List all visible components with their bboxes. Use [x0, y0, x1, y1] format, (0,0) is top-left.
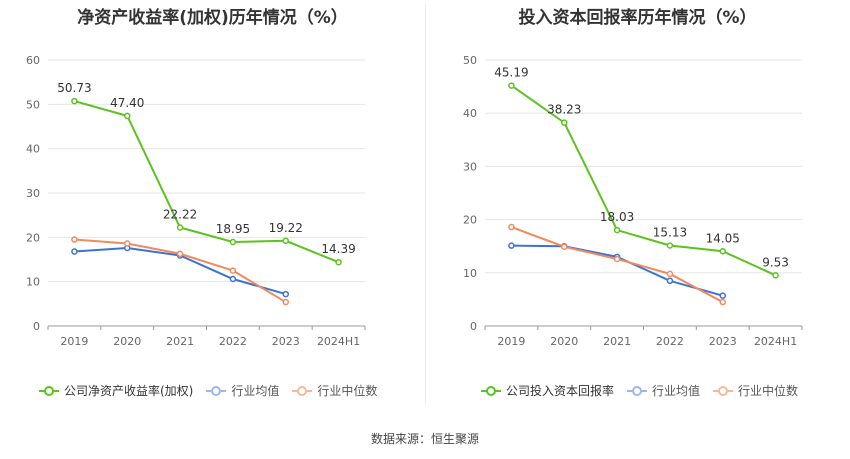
roe-data-label: 22.22: [163, 207, 197, 221]
legend-label: 公司净资产收益率(加权): [64, 384, 194, 398]
roe-data-label: 47.40: [110, 96, 144, 110]
roe-data-label: 50.73: [57, 81, 91, 95]
roe-data-label: 18.95: [216, 222, 250, 236]
roe-data-point[interactable]: [229, 267, 237, 274]
chart-divider: [425, 4, 426, 406]
roic-data-point[interactable]: [772, 272, 779, 279]
data-source: 数据来源：恒生聚源: [370, 432, 479, 446]
legend-label: 行业均值: [652, 384, 701, 398]
x-tick-label: 2019: [60, 335, 88, 348]
x-tick-label: 2021: [166, 335, 194, 348]
roe-series-line-0: [74, 100, 339, 264]
roe-chart-title: 净资产收益率(加权)历年情况（%）: [77, 8, 348, 28]
roic-data-point[interactable]: [719, 298, 726, 306]
roic-data-point[interactable]: [666, 277, 674, 285]
legend-item-industry-avg[interactable]: 行业均值: [626, 382, 700, 399]
legend-label: 行业中位数: [738, 384, 799, 398]
roic-data-label: 9.53: [762, 255, 789, 269]
y-tick-label: 30: [26, 187, 40, 200]
roic-data-point[interactable]: [561, 119, 568, 126]
y-tick-label: 10: [463, 267, 477, 280]
roe-data-label: 19.22: [269, 221, 303, 235]
legend-line-green-icon: [39, 385, 59, 396]
roic-data-label: 15.13: [653, 226, 687, 240]
legend-line-green-icon: [481, 385, 501, 396]
x-tick-label: 2021: [603, 335, 631, 348]
roic-series-line-1: [511, 244, 724, 297]
roic-data-label: 18.03: [600, 210, 634, 224]
roic-data-label: 38.23: [547, 103, 581, 117]
legend-line-orange-icon: [292, 385, 313, 396]
roic-data-point[interactable]: [613, 255, 621, 263]
roe-data-point[interactable]: [71, 248, 78, 255]
roic-data-point[interactable]: [613, 226, 621, 234]
roe-data-point[interactable]: [335, 258, 342, 266]
roic-data-point[interactable]: [508, 223, 515, 231]
y-tick-label: 10: [26, 276, 40, 289]
x-tick-label: 2023: [709, 335, 737, 348]
roic-data-point[interactable]: [508, 82, 515, 89]
x-tick-label: 2020: [113, 335, 141, 348]
legend-line-blue-icon: [627, 385, 648, 396]
roe-data-label: 14.39: [321, 242, 355, 256]
roic-chart: 投入资本回报率历年情况（%） 0 10 20 30 40 50 2019 2020 2021 20…: [425, 0, 850, 410]
y-tick-label: 0: [33, 320, 40, 333]
x-tick-label: 2019: [497, 335, 525, 348]
x-tick-label: 2020: [550, 335, 578, 348]
y-tick-label: 40: [26, 143, 40, 156]
roe-data-point[interactable]: [282, 237, 289, 245]
legend-item-company-roe[interactable]: 公司净资产收益率(加权): [38, 382, 193, 399]
roic-data-point[interactable]: [719, 292, 726, 299]
roic-data-point[interactable]: [666, 270, 674, 278]
roe-data-point[interactable]: [124, 240, 131, 247]
y-tick-label: 30: [463, 160, 477, 173]
roic-data-point[interactable]: [508, 242, 515, 249]
roe-data-point[interactable]: [124, 112, 131, 120]
y-tick-label: 50: [26, 98, 40, 111]
roe-data-point[interactable]: [176, 224, 184, 231]
roe-data-point[interactable]: [282, 290, 289, 298]
roe-data-point[interactable]: [71, 236, 78, 243]
x-tick-label: 2024H1: [754, 335, 797, 348]
roic-plot: 0 10 20 30 40 50 2019 2020 2021 2022 2023 2024H1 45.…: [463, 54, 803, 348]
roic-data-label: 14.05: [706, 231, 740, 245]
roic-data-point[interactable]: [666, 242, 674, 249]
x-tick-label: 2022: [219, 335, 247, 348]
roe-data-point[interactable]: [282, 298, 289, 306]
y-tick-label: 40: [463, 107, 477, 120]
legend-label: 公司投入资本回报率: [506, 384, 615, 398]
y-tick-label: 50: [463, 54, 477, 67]
y-tick-label: 20: [463, 214, 477, 227]
roe-chart: 净资产收益率(加权)历年情况（%） 0 10 20 30 40 50 60 2019 2020 2…: [0, 0, 425, 410]
legend-label: 行业均值: [231, 384, 280, 398]
roic-legend: 公司投入资本回报率 行业均值 行业中位数: [480, 382, 798, 399]
legend-line-orange-icon: [713, 385, 734, 396]
roe-data-point[interactable]: [176, 250, 184, 257]
y-tick-label: 0: [470, 320, 477, 333]
roic-series-line-0: [510, 84, 776, 277]
legend-line-blue-icon: [206, 385, 227, 396]
roic-data-point[interactable]: [719, 248, 726, 255]
roe-data-point[interactable]: [71, 97, 78, 105]
x-tick-label: 2024H1: [317, 335, 360, 348]
roic-data-label: 45.19: [494, 66, 528, 80]
legend-item-company-roic[interactable]: 公司投入资本回报率: [480, 382, 614, 399]
roe-data-point[interactable]: [229, 275, 237, 283]
roe-plot: 0 10 20 30 40 50 60 2019 2020 2021 2022 2023 2024H1 5…: [26, 54, 366, 348]
roe-data-point[interactable]: [229, 238, 237, 246]
x-tick-label: 2023: [272, 335, 300, 348]
roe-legend: 公司净资产收益率(加权) 行业均值 行业中位数: [38, 382, 377, 399]
legend-label: 行业中位数: [317, 384, 378, 398]
legend-item-industry-median[interactable]: 行业中位数: [712, 382, 798, 399]
x-tick-label: 2022: [656, 335, 684, 348]
roic-series-line-2: [511, 226, 724, 303]
y-tick-label: 20: [26, 231, 40, 244]
legend-item-industry-median[interactable]: 行业中位数: [291, 382, 377, 399]
roic-data-point[interactable]: [561, 243, 568, 250]
roic-chart-title: 投入资本回报率历年情况（%）: [518, 8, 757, 28]
legend-item-industry-avg[interactable]: 行业均值: [205, 382, 279, 399]
y-tick-label: 60: [26, 54, 40, 67]
